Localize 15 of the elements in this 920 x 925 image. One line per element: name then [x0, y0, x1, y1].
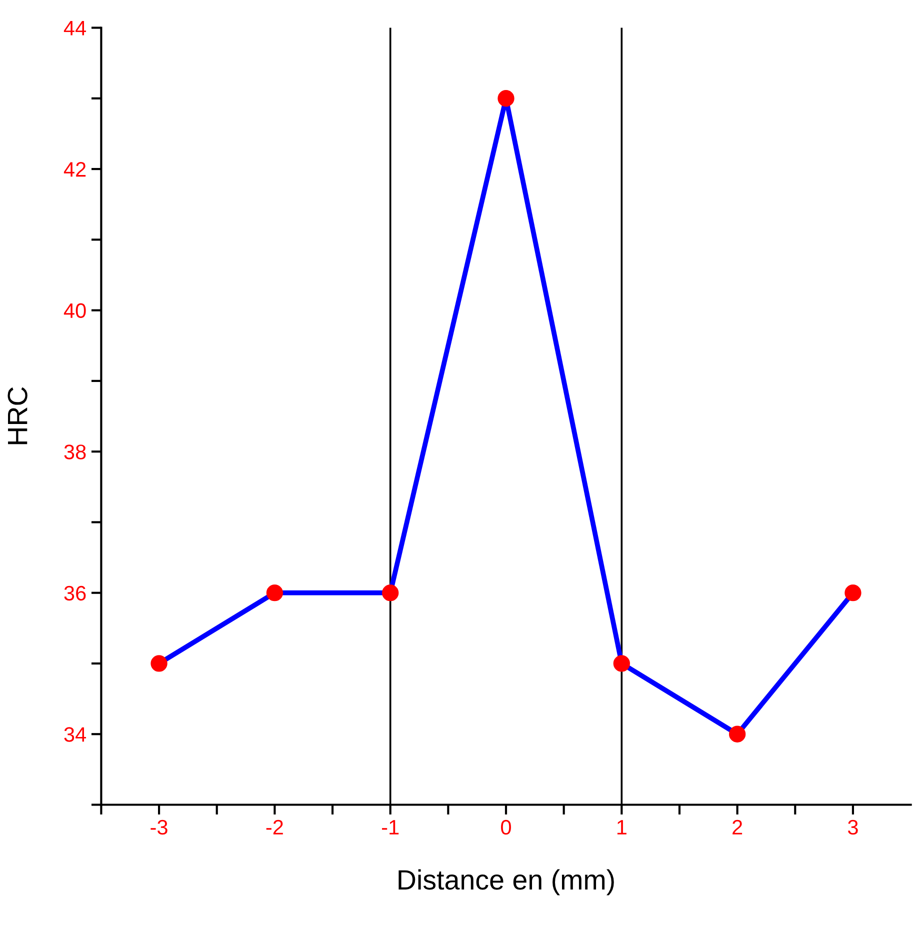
x-tick-label: 1 [617, 820, 626, 834]
y-tick-label: 34 [64, 727, 86, 742]
y-tick-label: 42 [64, 162, 86, 177]
y-tick-label: 44 [64, 20, 86, 36]
x-tick-label: 0 [501, 820, 511, 835]
x-tick-label: -1 [382, 820, 399, 834]
x-tick-label: -3 [150, 820, 168, 835]
x-tick-label: 3 [848, 820, 858, 835]
x-axis-title: Distance en (mm) [398, 869, 614, 896]
x-tick-label: -2 [266, 820, 283, 834]
y-tick-label: 38 [64, 444, 86, 460]
y-tick-label: 36 [64, 586, 86, 601]
x-tick-label: 2 [732, 820, 742, 834]
y-tick-label: 40 [64, 303, 86, 318]
y-axis-title: HRC [8, 387, 28, 444]
